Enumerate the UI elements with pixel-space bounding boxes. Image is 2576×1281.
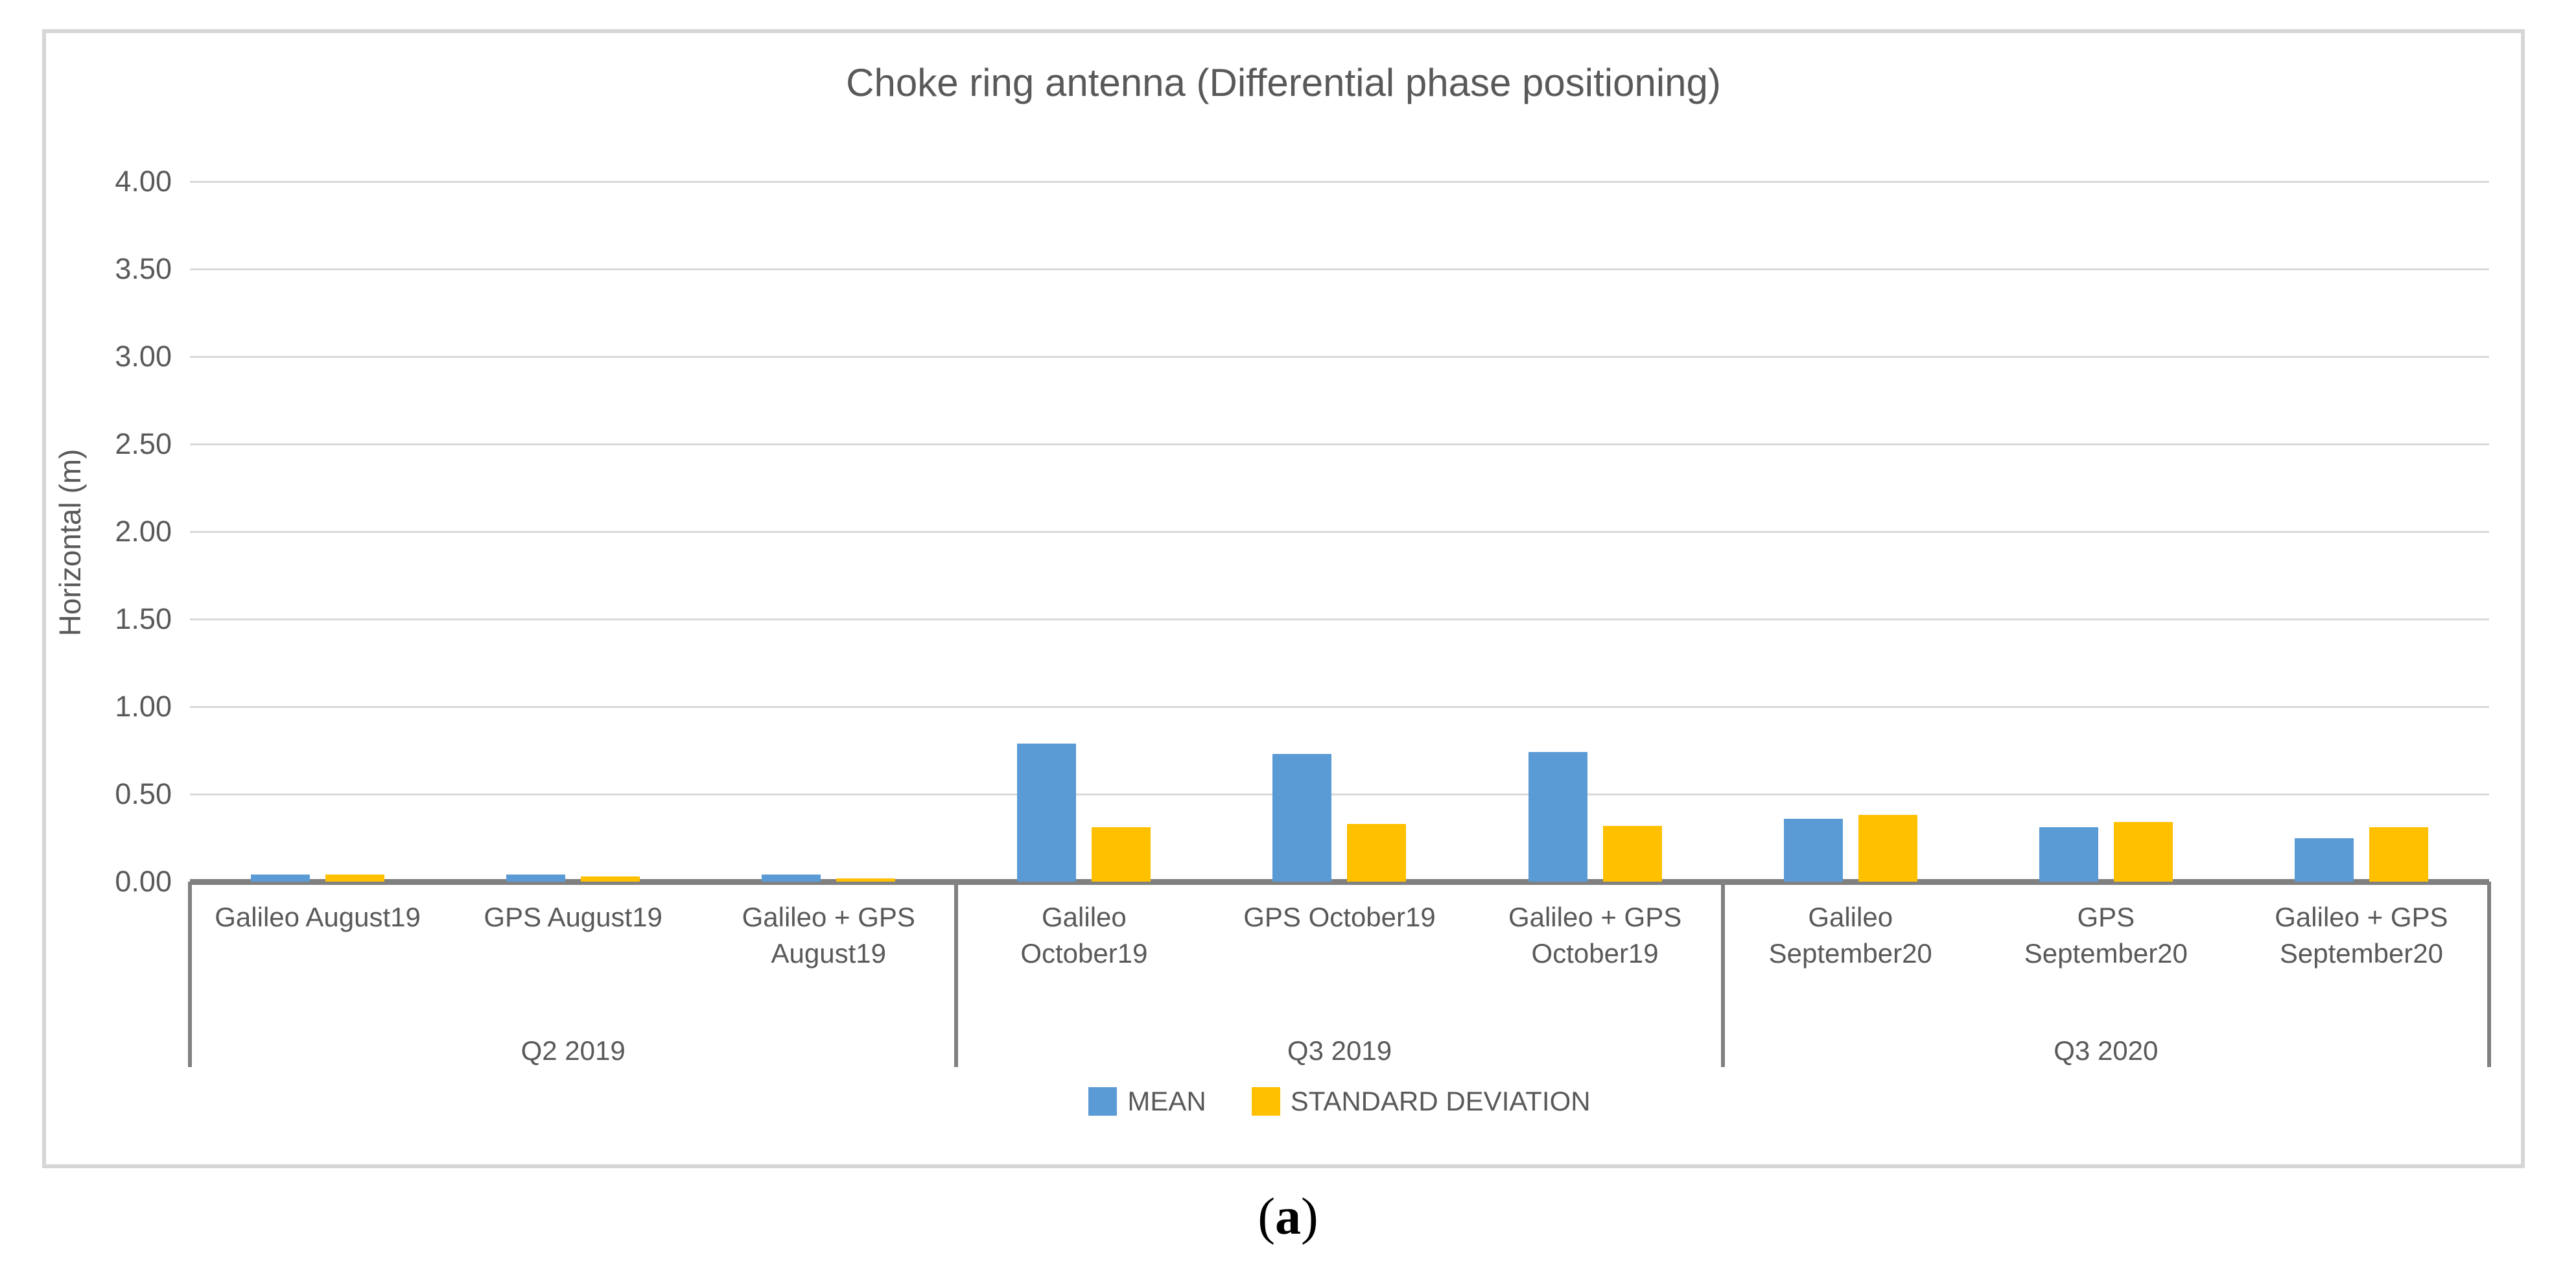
- gridline: [190, 706, 2489, 708]
- mean-bar: [1272, 753, 1332, 882]
- legend-item: STANDARD DEVIATION: [1251, 1086, 1591, 1117]
- category-separator: [1720, 882, 1725, 1067]
- category-label: Galileo August19: [215, 902, 421, 932]
- group-label: Q3 2019: [1287, 1035, 1392, 1066]
- category-cell: [1212, 182, 1467, 882]
- mean-bar: [2294, 838, 2354, 882]
- category-cell: [2234, 182, 2489, 882]
- legend-label: STANDARD DEVIATION: [1290, 1086, 1591, 1116]
- sd-swatch-icon: [1251, 1087, 1280, 1116]
- x-axis-line: [190, 879, 2489, 885]
- category-cell: [701, 182, 956, 882]
- gridline: [190, 268, 2489, 270]
- mean-bar: [1783, 818, 1843, 882]
- caption-letter: a: [1275, 1188, 1301, 1245]
- category-cell: [1723, 182, 1978, 882]
- category-cell: [445, 182, 701, 882]
- legend: MEAN STANDARD DEVIATION: [190, 1086, 2489, 1117]
- category-label: GPS August19: [484, 902, 662, 932]
- mean-bar: [251, 875, 310, 882]
- y-tick-label: 2.50: [115, 427, 172, 460]
- category-cell: [956, 182, 1212, 882]
- gridline: [190, 443, 2489, 445]
- category-label: GPS September20: [2024, 902, 2188, 969]
- gridline: [190, 181, 2489, 183]
- sd-bar: [1602, 825, 1662, 882]
- group-label: Q2 2019: [521, 1035, 626, 1066]
- sd-bar: [2369, 827, 2428, 882]
- caption-close-paren: ): [1301, 1188, 1318, 1245]
- figure-caption: (a): [0, 1188, 2576, 1247]
- mean-bar: [2039, 827, 2098, 882]
- y-tick-label: 0.00: [115, 865, 172, 898]
- category-separator: [188, 882, 192, 1067]
- mean-bar: [1528, 752, 1587, 882]
- mean-bar: [1017, 743, 1077, 882]
- sd-bar: [1347, 823, 1407, 882]
- category-label: Galileo + GPS August19: [742, 902, 915, 969]
- gridline: [190, 531, 2489, 533]
- sd-bar: [2113, 822, 2173, 882]
- category-label: Galileo October19: [1020, 902, 1148, 969]
- group-label: Q3 2020: [2054, 1035, 2159, 1066]
- y-tick-label: 3.00: [115, 340, 172, 373]
- y-tick-label: 0.50: [115, 777, 172, 810]
- mean-bar: [506, 875, 566, 882]
- category-label: Galileo + GPS September20: [2275, 902, 2448, 969]
- mean-swatch-icon: [1088, 1087, 1118, 1116]
- category-cell: [1978, 182, 2234, 882]
- legend-label: MEAN: [1127, 1086, 1206, 1116]
- y-tick-label: 3.50: [115, 252, 172, 285]
- plot-area: [190, 181, 2489, 885]
- category-label: GPS October19: [1243, 902, 1436, 932]
- category-separator: [2487, 882, 2491, 1067]
- category-cell: [1468, 182, 1723, 882]
- sd-bar: [1092, 827, 1151, 882]
- sd-bar: [836, 878, 896, 882]
- caption-open-paren: (: [1258, 1188, 1275, 1245]
- sd-bar: [581, 876, 640, 882]
- gridline: [190, 356, 2489, 358]
- sd-bar: [1858, 815, 1917, 882]
- category-separator: [954, 882, 959, 1067]
- gridline: [190, 618, 2489, 620]
- y-tick-label: 4.00: [115, 165, 172, 198]
- bar-cells: [190, 182, 2489, 882]
- y-tick-label: 1.00: [115, 690, 172, 723]
- gridline: [190, 793, 2489, 795]
- category-cell: [190, 182, 445, 882]
- category-label: Galileo September20: [1768, 902, 1932, 969]
- y-tick-label: 1.50: [115, 602, 172, 635]
- sd-bar: [325, 875, 385, 882]
- y-tick-label: 2.00: [115, 515, 172, 548]
- mean-bar: [762, 875, 821, 882]
- category-label: Galileo + GPS October19: [1508, 902, 1682, 969]
- chart-title: Choke ring antenna (Differential phase p…: [846, 61, 1721, 104]
- legend-item: MEAN: [1088, 1086, 1206, 1117]
- chart-container: Choke ring antenna (Differential phase p…: [42, 29, 2525, 1168]
